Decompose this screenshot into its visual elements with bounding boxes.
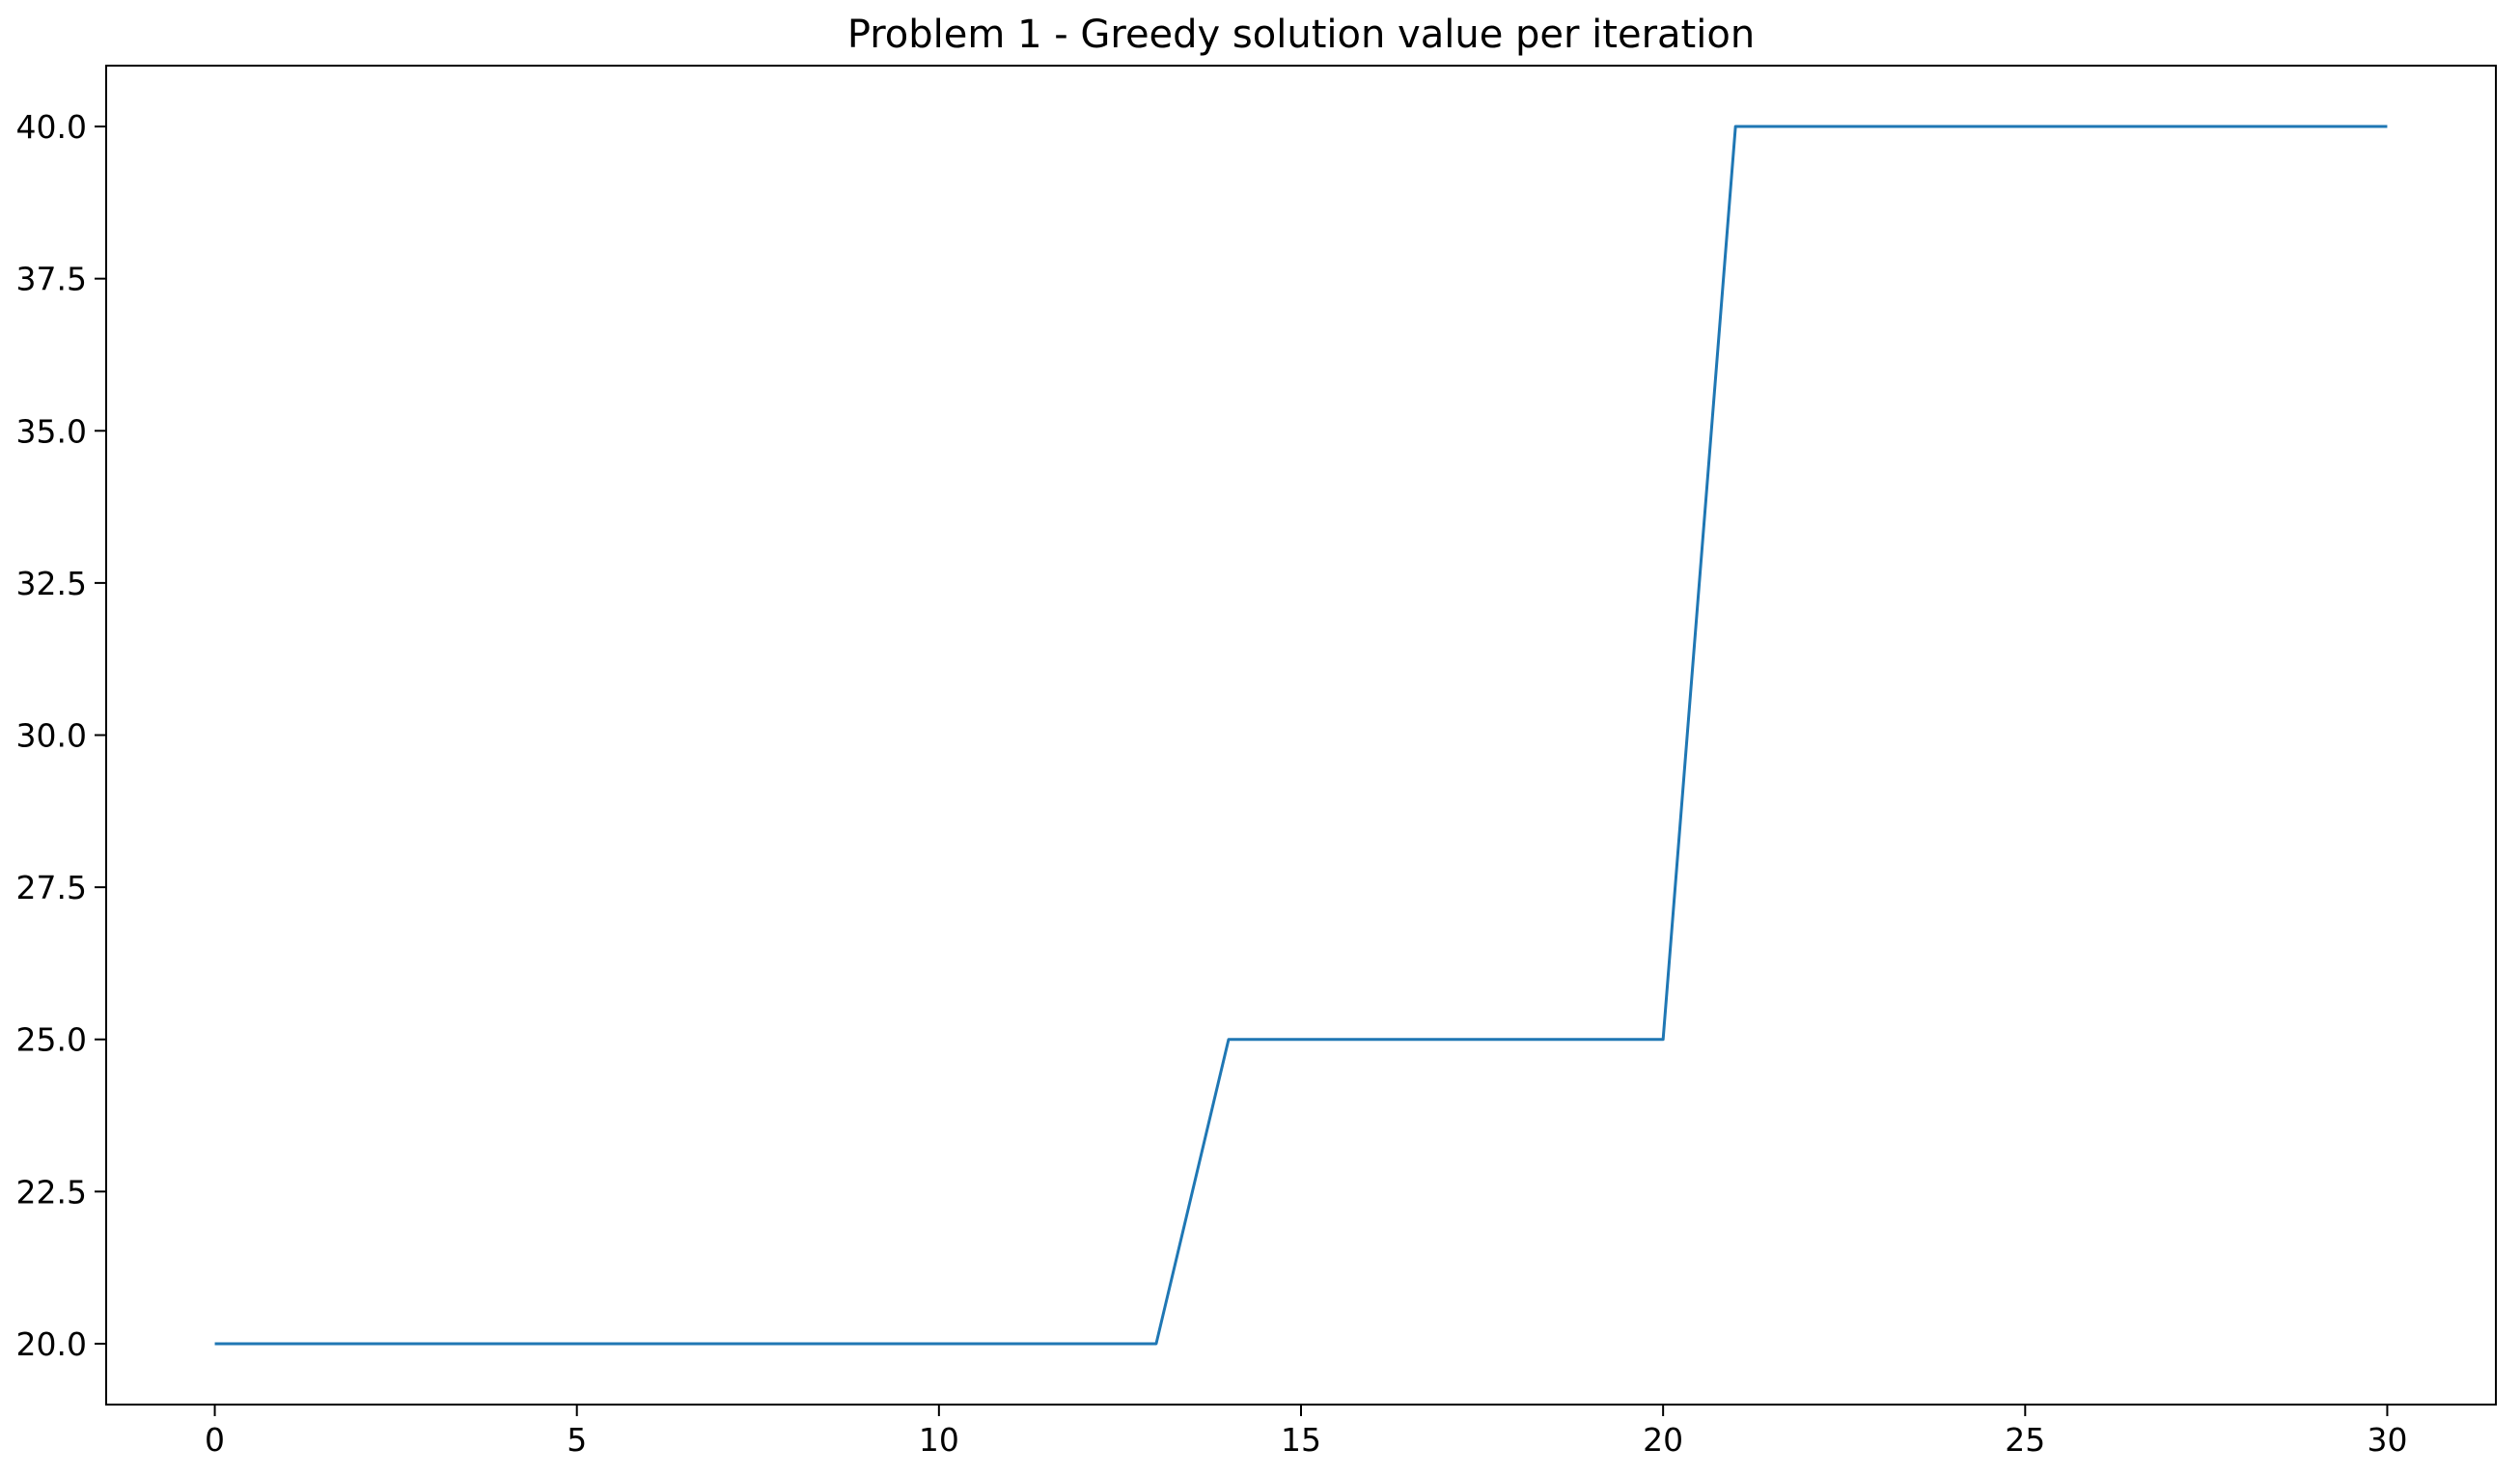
y-tick-label: 37.5 bbox=[16, 261, 87, 298]
y-tick-label: 40.0 bbox=[16, 108, 87, 146]
y-axis: 20.0 22.5 25.0 27.5 30.0 32.5 35.0 37.5 40.0 bbox=[16, 108, 106, 1363]
x-tick-label: 10 bbox=[919, 1421, 959, 1459]
x-tick-label: 15 bbox=[1281, 1421, 1321, 1459]
chart-title: Problem 1 - Greedy solution value per it… bbox=[847, 13, 1755, 57]
x-tick-label: 5 bbox=[567, 1421, 587, 1459]
x-tick-label: 20 bbox=[1643, 1421, 1683, 1459]
series-layer bbox=[214, 125, 2388, 1346]
x-tick-label: 25 bbox=[2005, 1421, 2045, 1459]
x-axis: 0 5 10 15 20 25 30 bbox=[205, 1405, 2407, 1459]
x-tick-label: 0 bbox=[205, 1421, 225, 1459]
y-tick-label: 20.0 bbox=[16, 1325, 87, 1363]
y-tick-label: 30.0 bbox=[16, 717, 87, 755]
plot-area: 0 5 10 15 20 25 30 20.0 22.5 25.0 27.5 30.0 32.5 35.… bbox=[16, 65, 2497, 1459]
y-tick-label: 22.5 bbox=[16, 1173, 87, 1211]
y-tick-label: 25.0 bbox=[16, 1021, 87, 1059]
y-tick-label: 32.5 bbox=[16, 565, 87, 602]
series-line-0 bbox=[214, 125, 2388, 1346]
y-tick-label: 27.5 bbox=[16, 869, 87, 906]
x-tick-label: 30 bbox=[2367, 1421, 2407, 1459]
y-tick-label: 35.0 bbox=[16, 412, 87, 450]
